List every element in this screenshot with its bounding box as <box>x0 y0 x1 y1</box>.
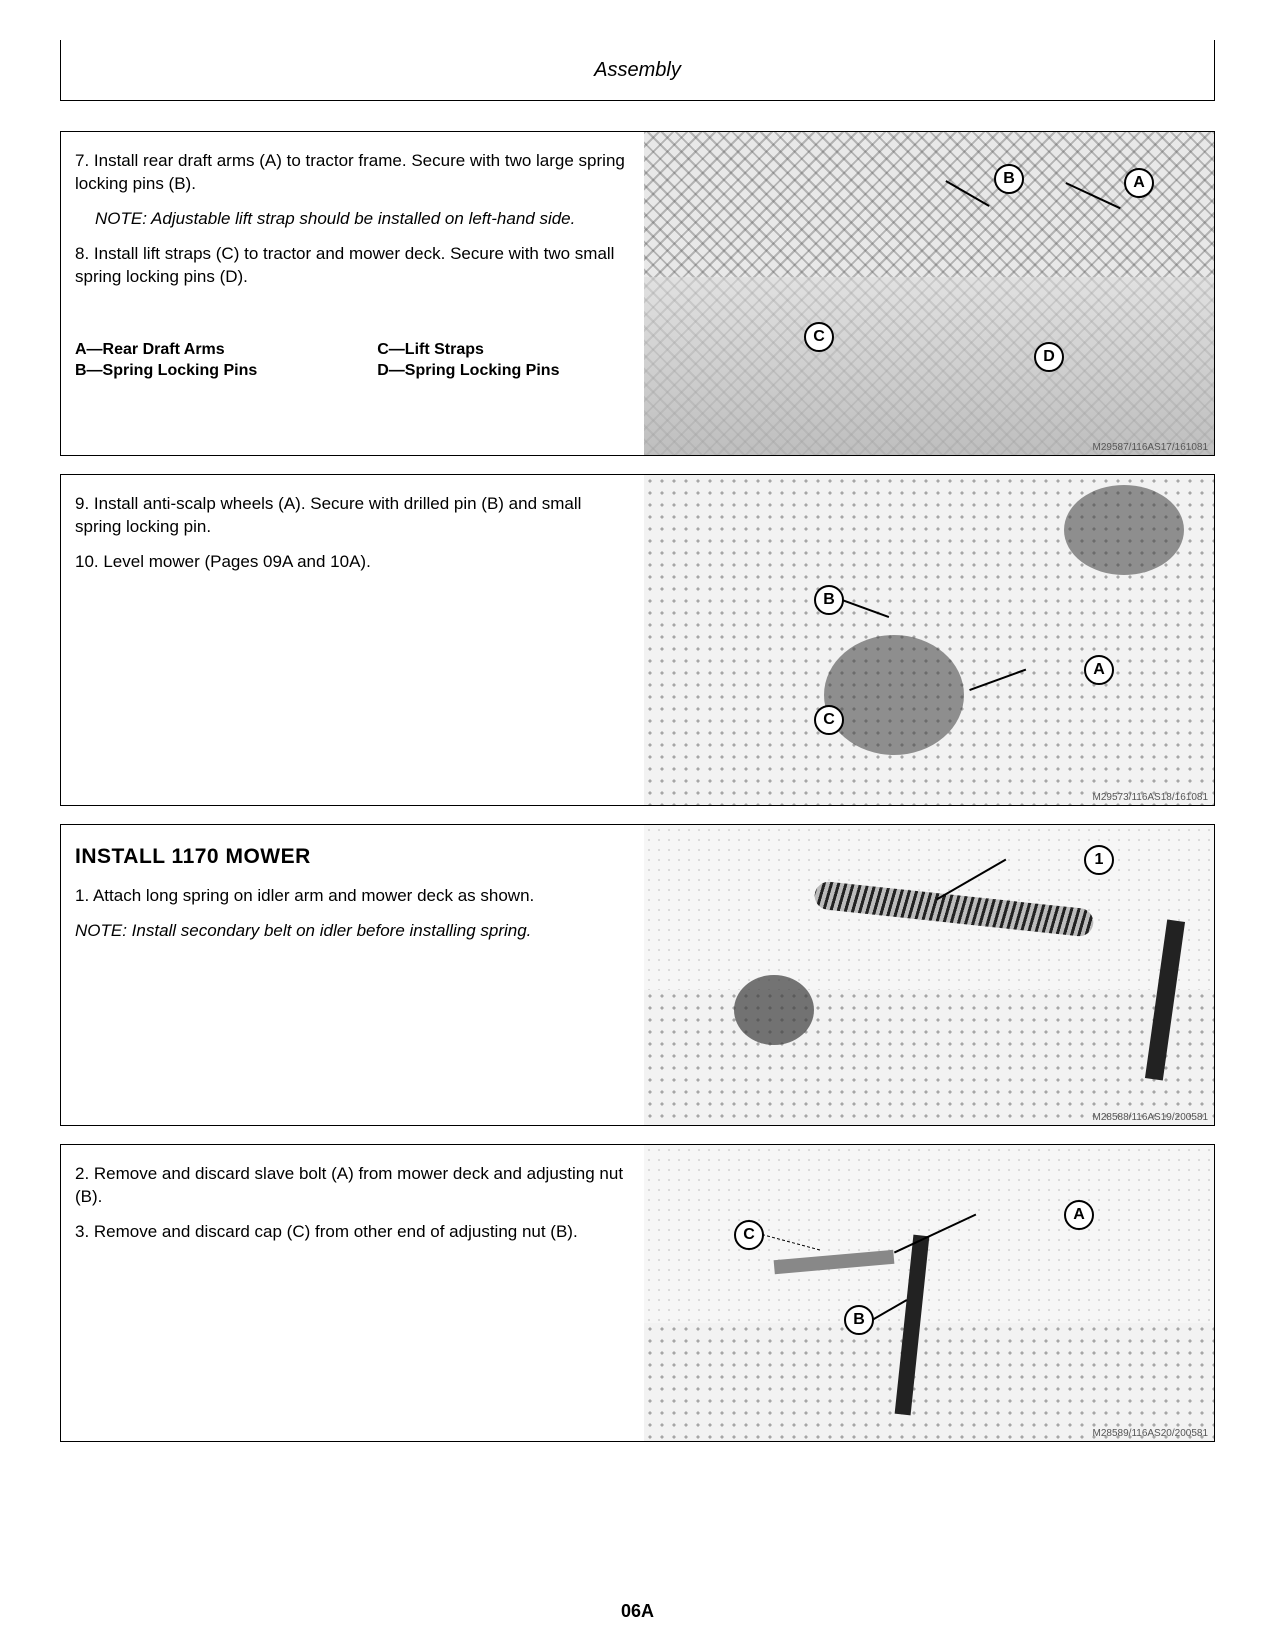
section-1-legend: A—Rear Draft Arms B—Spring Locking Pins … <box>75 339 630 382</box>
callout-c2: C <box>814 705 844 735</box>
img-code-3: M28588/116AS19/200581 <box>1093 1112 1208 1123</box>
step-10: 10. Level mower (Pages 09A and 10A). <box>75 551 630 574</box>
img-code-1: M29587/116AS17/161081 <box>1093 442 1208 453</box>
img-code-2: M29573/116AS18/161081 <box>1093 792 1208 803</box>
callout-a2: A <box>1084 655 1114 685</box>
section-1-text: 7. Install rear draft arms (A) to tracto… <box>61 132 644 455</box>
step-2: 2. Remove and discard slave bolt (A) fro… <box>75 1163 630 1209</box>
callout-c4: C <box>734 1220 764 1250</box>
header: Assembly <box>60 40 1215 101</box>
callout-a4: A <box>1064 1200 1094 1230</box>
legend-a: A—Rear Draft Arms <box>75 339 257 361</box>
step-7: 7. Install rear draft arms (A) to tracto… <box>75 150 630 196</box>
step-3: 3. Remove and discard cap (C) from other… <box>75 1221 630 1244</box>
legend-c: C—Lift Straps <box>377 339 559 361</box>
img-code-4: M28589/116AS20/200581 <box>1093 1428 1208 1439</box>
callout-b: B <box>994 164 1024 194</box>
section-3-text: INSTALL 1170 MOWER 1. Attach long spring… <box>61 825 644 1125</box>
legend-b: B—Spring Locking Pins <box>75 360 257 382</box>
section-3-image: 1 M28588/116AS19/200581 <box>644 825 1214 1125</box>
callout-b4: B <box>844 1305 874 1335</box>
callout-b2: B <box>814 585 844 615</box>
section-2-text: 9. Install anti-scalp wheels (A). Secure… <box>61 475 644 805</box>
section-2-image: B A C M29573/116AS18/161081 <box>644 475 1214 805</box>
section-3: INSTALL 1170 MOWER 1. Attach long spring… <box>60 824 1215 1126</box>
section-2: 9. Install anti-scalp wheels (A). Secure… <box>60 474 1215 806</box>
section-4: 2. Remove and discard slave bolt (A) fro… <box>60 1144 1215 1442</box>
step-1: 1. Attach long spring on idler arm and m… <box>75 885 630 908</box>
section-4-image: A B C M28589/116AS20/200581 <box>644 1145 1214 1441</box>
header-title: Assembly <box>594 59 681 82</box>
callout-d: D <box>1034 342 1064 372</box>
callout-a: A <box>1124 168 1154 198</box>
section-4-text: 2. Remove and discard slave bolt (A) fro… <box>61 1145 644 1441</box>
section-1-image: A B C D M29587/116AS17/161081 <box>644 132 1214 455</box>
install-1170-title: INSTALL 1170 MOWER <box>75 843 630 871</box>
legend-d: D—Spring Locking Pins <box>377 360 559 382</box>
page-number: 06A <box>621 1601 654 1622</box>
step-8: 8. Install lift straps (C) to tractor an… <box>75 243 630 289</box>
step-9: 9. Install anti-scalp wheels (A). Secure… <box>75 493 630 539</box>
callout-c: C <box>804 322 834 352</box>
section-1: 7. Install rear draft arms (A) to tracto… <box>60 131 1215 456</box>
section-1-note: NOTE: Adjustable lift strap should be in… <box>75 208 630 231</box>
callout-1: 1 <box>1084 845 1114 875</box>
section-3-note: NOTE: Install secondary belt on idler be… <box>75 920 630 943</box>
